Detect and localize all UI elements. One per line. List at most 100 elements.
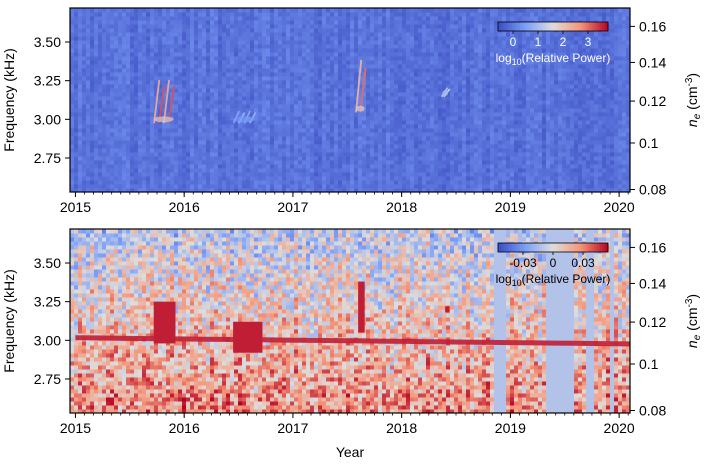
x-tick-label: 2019: [495, 420, 526, 436]
heatmap-area: [70, 8, 630, 192]
colorbar-segment: [517, 22, 521, 31]
colorbar-segment: [542, 243, 546, 252]
colorbar-segment: [599, 22, 603, 31]
colorbar-segment: [506, 243, 510, 252]
x-tick-label: 2018: [386, 199, 417, 215]
x-axis: 2015 2016 2017 2018 2019 2020 Year: [60, 413, 635, 460]
colorbar-segment: [555, 243, 559, 252]
colorbar-segment: [572, 243, 576, 252]
y-right-tick-label: 0.14: [639, 54, 666, 70]
colorbar-segment: [509, 22, 513, 31]
colorbar-segment: [566, 243, 570, 252]
colorbar-segment: [569, 22, 573, 31]
y-right-axis-label: ne (cm-3): [684, 73, 703, 127]
colorbar-segment: [525, 243, 529, 252]
colorbar-segment: [580, 22, 584, 31]
colorbar-segment: [542, 22, 546, 31]
colorbar-segment: [506, 22, 510, 31]
y-right-tick-label: 0.16: [639, 239, 666, 255]
x-tick-label: 2018: [386, 420, 417, 436]
heatmap-area: [70, 229, 630, 413]
y-axis-left: 2.75 3.00 3.25 3.50 Frequency (kHz): [1, 34, 70, 166]
colorbar-segment: [498, 22, 502, 31]
colorbar-segment: [594, 243, 598, 252]
colorbar-segment: [564, 22, 568, 31]
colorbar-segment: [588, 22, 592, 31]
colorbar-label: log10(Relative Power): [496, 51, 611, 67]
bottom-panel: 2015 2016 2017 2018 2019 2020 Year 2.75 3.00 3.25…: [1, 228, 703, 460]
y-tick-label: 2.75: [34, 371, 61, 387]
colorbar-segment: [586, 22, 590, 31]
colorbar-segment: [564, 243, 568, 252]
colorbar-tick-label: -0.03: [509, 256, 537, 270]
y-right-tick-label: 0.14: [639, 275, 666, 291]
x-tick-label: 2015: [60, 199, 91, 215]
colorbar-tick-label: 1: [535, 35, 542, 49]
colorbar-segment: [597, 243, 601, 252]
colorbar-segment: [500, 22, 504, 31]
colorbar-tick-label: 0: [550, 256, 557, 270]
colorbar-segment: [572, 22, 576, 31]
y-right-tick-label: 0.08: [639, 182, 666, 198]
colorbar-segment: [528, 22, 532, 31]
plot-frame: [69, 7, 631, 193]
y-right-tick-label: 0.08: [639, 403, 666, 419]
colorbar-segment: [544, 243, 548, 252]
x-tick-label: 2017: [277, 199, 308, 215]
colorbar: -0.03 0 0.03 log10(Relative Power): [496, 242, 611, 288]
y-tick-label: 3.00: [34, 332, 61, 348]
colorbar-segment: [528, 243, 532, 252]
colorbar-segment: [550, 22, 554, 31]
emission-feature: [358, 281, 365, 333]
colorbar-segment: [511, 243, 515, 252]
colorbar-segment: [575, 22, 579, 31]
colorbar-segment: [517, 243, 521, 252]
colorbar-segment: [503, 22, 507, 31]
colorbar-segment: [561, 243, 565, 252]
colorbar-segment: [536, 243, 540, 252]
colorbar-segment: [539, 243, 543, 252]
colorbar-segment: [577, 22, 581, 31]
emission-feature: [445, 306, 450, 313]
colorbar-segment: [599, 243, 603, 252]
y-tick-label: 2.75: [34, 150, 61, 166]
y-axis-right: 0.08 0.1 0.12 0.14 0.16 ne (cm-3): [630, 18, 703, 198]
colorbar-segment: [594, 22, 598, 31]
x-tick-label: 2017: [277, 420, 308, 436]
colorbar-tick-label: 3: [585, 35, 592, 49]
emission-band: [75, 335, 630, 347]
colorbar-segment: [522, 22, 526, 31]
colorbar-segment: [498, 243, 502, 252]
colorbar-segment: [514, 243, 518, 252]
colorbar-segment: [511, 22, 515, 31]
emission-feature: [153, 79, 175, 124]
colorbar-segment: [583, 243, 587, 252]
colorbar-frame: [497, 21, 609, 32]
colorbar-segment: [509, 243, 513, 252]
colorbar-segment: [588, 243, 592, 252]
colorbar-tick-label: 0.03: [571, 256, 595, 270]
y-tick-label: 3.50: [34, 255, 61, 271]
y-right-tick-label: 0.12: [639, 314, 666, 330]
colorbar: 0 1 2 3 log10(Relative Power): [496, 21, 611, 67]
colorbar-segment: [547, 243, 551, 252]
x-tick-label: 2019: [495, 199, 526, 215]
colorbar-segment: [577, 243, 581, 252]
colorbar-label: log10(Relative Power): [496, 272, 611, 288]
x-tick-label: 2016: [169, 420, 200, 436]
colorbar-segment: [533, 22, 537, 31]
x-axis-label: Year: [336, 444, 365, 460]
x-tick-label: 2016: [169, 199, 200, 215]
y-tick-label: 3.50: [34, 34, 61, 50]
colorbar-segment: [583, 22, 587, 31]
heatmap-cells: [70, 229, 630, 413]
colorbar-segment: [533, 243, 537, 252]
colorbar-segment: [575, 243, 579, 252]
colorbar-segment: [514, 22, 518, 31]
colorbar-segment: [591, 22, 595, 31]
colorbar-segment: [569, 243, 573, 252]
colorbar-segment: [531, 243, 535, 252]
colorbar-segment: [558, 22, 562, 31]
colorbar-segment: [525, 22, 529, 31]
y-tick-label: 3.25: [34, 73, 61, 89]
